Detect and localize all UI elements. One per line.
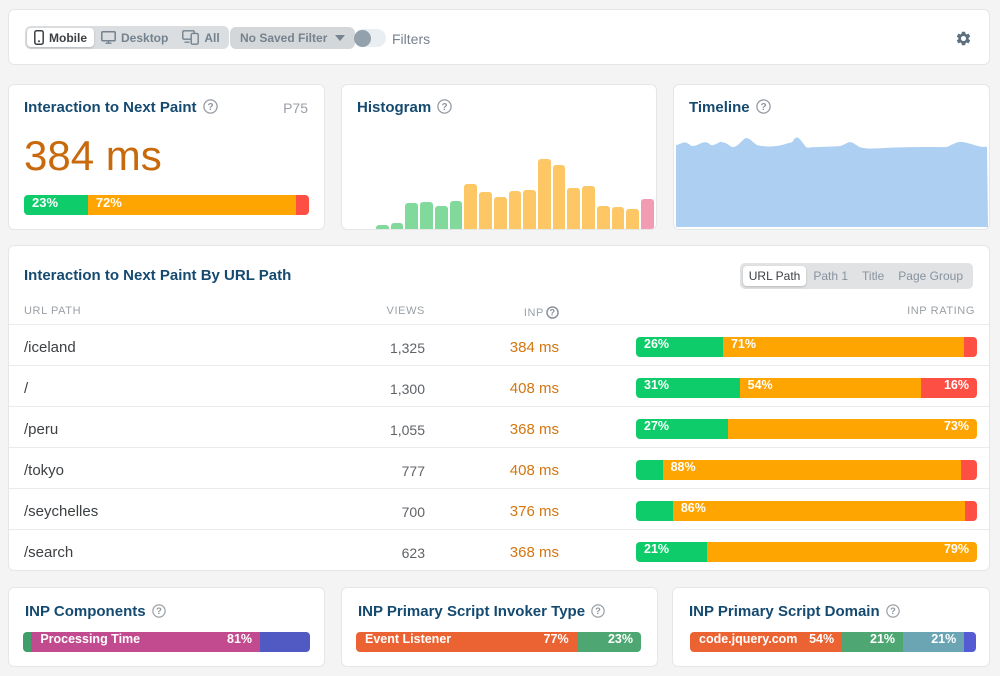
svg-text:?: ?	[595, 606, 601, 616]
svg-text:?: ?	[156, 606, 162, 616]
svg-text:?: ?	[549, 308, 555, 318]
svg-text:?: ?	[890, 606, 896, 616]
svg-text:?: ?	[207, 102, 213, 113]
svg-text:?: ?	[760, 102, 766, 113]
svg-text:?: ?	[442, 102, 448, 113]
